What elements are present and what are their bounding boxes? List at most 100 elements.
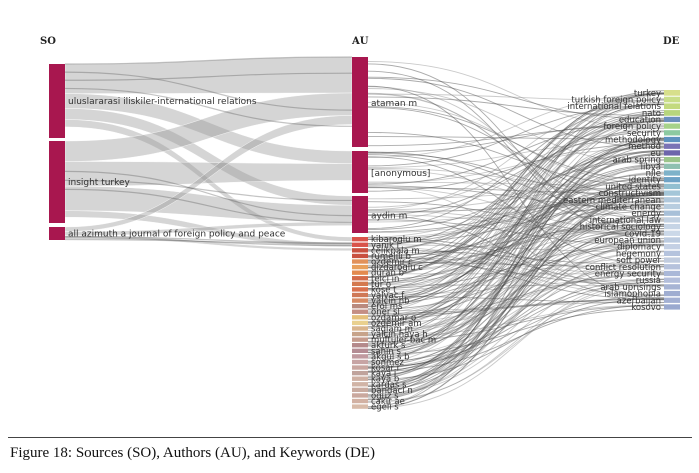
flow-author-keyword xyxy=(367,214,665,336)
flow-author-keyword xyxy=(367,177,665,391)
author-node xyxy=(352,270,368,275)
flow-author-keyword xyxy=(367,183,665,400)
flow-author-keyword xyxy=(367,281,665,369)
flow-author-keyword xyxy=(367,76,665,120)
author-node xyxy=(352,242,368,247)
flow-author-keyword xyxy=(367,149,665,309)
flow-author-keyword xyxy=(367,214,665,367)
column-header-de: DE xyxy=(663,36,680,47)
flow-author-keyword xyxy=(367,250,665,296)
flow-author-keyword xyxy=(367,131,665,216)
author-label: yalvac f xyxy=(371,291,405,301)
flow-author-keyword xyxy=(367,156,665,266)
nodes-layer xyxy=(49,57,680,409)
flow-author-keyword xyxy=(367,164,665,323)
keyword-label: arab spring xyxy=(613,156,661,166)
author-node xyxy=(352,320,368,326)
flow-source-author xyxy=(64,87,353,127)
source-label: all azimuth a journal of foreign policy … xyxy=(68,230,286,240)
flow-author-keyword xyxy=(367,138,665,379)
flow-author-keyword xyxy=(367,297,665,381)
author-node xyxy=(352,337,368,342)
source-node xyxy=(49,64,65,138)
keyword-node xyxy=(664,217,680,223)
flow-author-keyword xyxy=(367,274,665,325)
source-node xyxy=(49,141,65,223)
flow-author-keyword xyxy=(367,201,665,393)
keyword-node xyxy=(664,96,680,103)
flow-author-keyword xyxy=(367,139,665,307)
sankey-figure: uluslararasi iliskiler-international rel… xyxy=(40,36,680,413)
flow-author-keyword xyxy=(367,203,665,281)
three-field-plot: uluslararasi iliskiler-international rel… xyxy=(40,36,680,413)
flow-author-keyword xyxy=(367,304,665,338)
keyword-label: european union xyxy=(594,236,661,246)
flow-author-keyword xyxy=(367,227,665,301)
flow-author-keyword xyxy=(367,194,665,284)
flow-author-keyword xyxy=(367,98,665,211)
flow-author-keyword xyxy=(367,185,665,209)
flow-author-keyword xyxy=(367,102,665,185)
keyword-node xyxy=(664,183,680,190)
flow-author-keyword xyxy=(367,154,665,295)
keyword-node xyxy=(664,110,680,116)
flow-author-keyword xyxy=(367,192,665,239)
flow-author-keyword xyxy=(367,85,665,301)
flow-author-keyword xyxy=(367,158,665,286)
flow-author-keyword xyxy=(367,99,665,278)
flow-author-keyword xyxy=(367,138,665,354)
keyword-node xyxy=(664,257,680,263)
flow-author-keyword xyxy=(367,152,665,200)
keyword-node xyxy=(664,90,680,96)
flow-author-keyword xyxy=(367,93,665,304)
author-label: bandaci n xyxy=(371,386,413,396)
keyword-label: azerbaijan xyxy=(617,296,661,306)
flow-author-keyword xyxy=(367,92,665,222)
flow-author-keyword xyxy=(367,260,665,286)
keyword-label: foreign policy xyxy=(603,122,661,132)
flow-author-keyword xyxy=(367,304,665,373)
flow-author-keyword xyxy=(367,305,665,343)
keyword-label: climate change xyxy=(596,202,661,212)
author-label: erol ms xyxy=(371,302,403,312)
flow-source-author xyxy=(64,119,353,242)
author-node xyxy=(352,248,368,253)
flow-author-keyword xyxy=(367,272,665,331)
flow-author-keyword xyxy=(367,166,665,319)
flow-author-keyword xyxy=(367,130,665,221)
keyword-label: historical sociology xyxy=(580,223,661,233)
keyword-node xyxy=(664,197,680,203)
keyword-node xyxy=(664,170,680,176)
author-node xyxy=(352,393,368,398)
keyword-label: diplomacy xyxy=(617,243,661,253)
flow-author-keyword xyxy=(367,281,665,409)
caption-divider xyxy=(8,437,692,438)
keyword-node xyxy=(664,290,680,297)
author-label: ozdemir c xyxy=(371,258,413,268)
keyword-node xyxy=(664,143,680,149)
flow-author-keyword xyxy=(367,143,665,192)
author-label: telci in xyxy=(371,274,399,284)
flow-author-keyword xyxy=(367,140,665,168)
flow-author-keyword xyxy=(367,200,665,223)
keyword-label: eu xyxy=(650,149,661,159)
flow-author-keyword xyxy=(367,181,665,186)
author-node xyxy=(352,354,368,359)
column-header-so: SO xyxy=(40,36,56,47)
flow-author-keyword xyxy=(367,199,665,374)
flow-author-keyword xyxy=(367,308,665,356)
flow-author-keyword xyxy=(367,92,665,362)
flow-author-keyword xyxy=(367,117,665,328)
author-node xyxy=(352,298,368,303)
flow-author-keyword xyxy=(367,176,665,289)
flow-author-keyword xyxy=(367,93,665,158)
author-label: rumelili b xyxy=(371,252,411,262)
keyword-label: hegemony xyxy=(616,249,661,259)
flow-author-keyword xyxy=(367,93,665,313)
flow-author-keyword xyxy=(367,187,665,195)
flow-author-keyword xyxy=(367,143,665,307)
keyword-label: constructivism xyxy=(599,189,661,199)
author-label: duran b xyxy=(371,269,404,279)
keyword-node xyxy=(664,284,680,290)
column-header-au: AU xyxy=(351,36,369,47)
